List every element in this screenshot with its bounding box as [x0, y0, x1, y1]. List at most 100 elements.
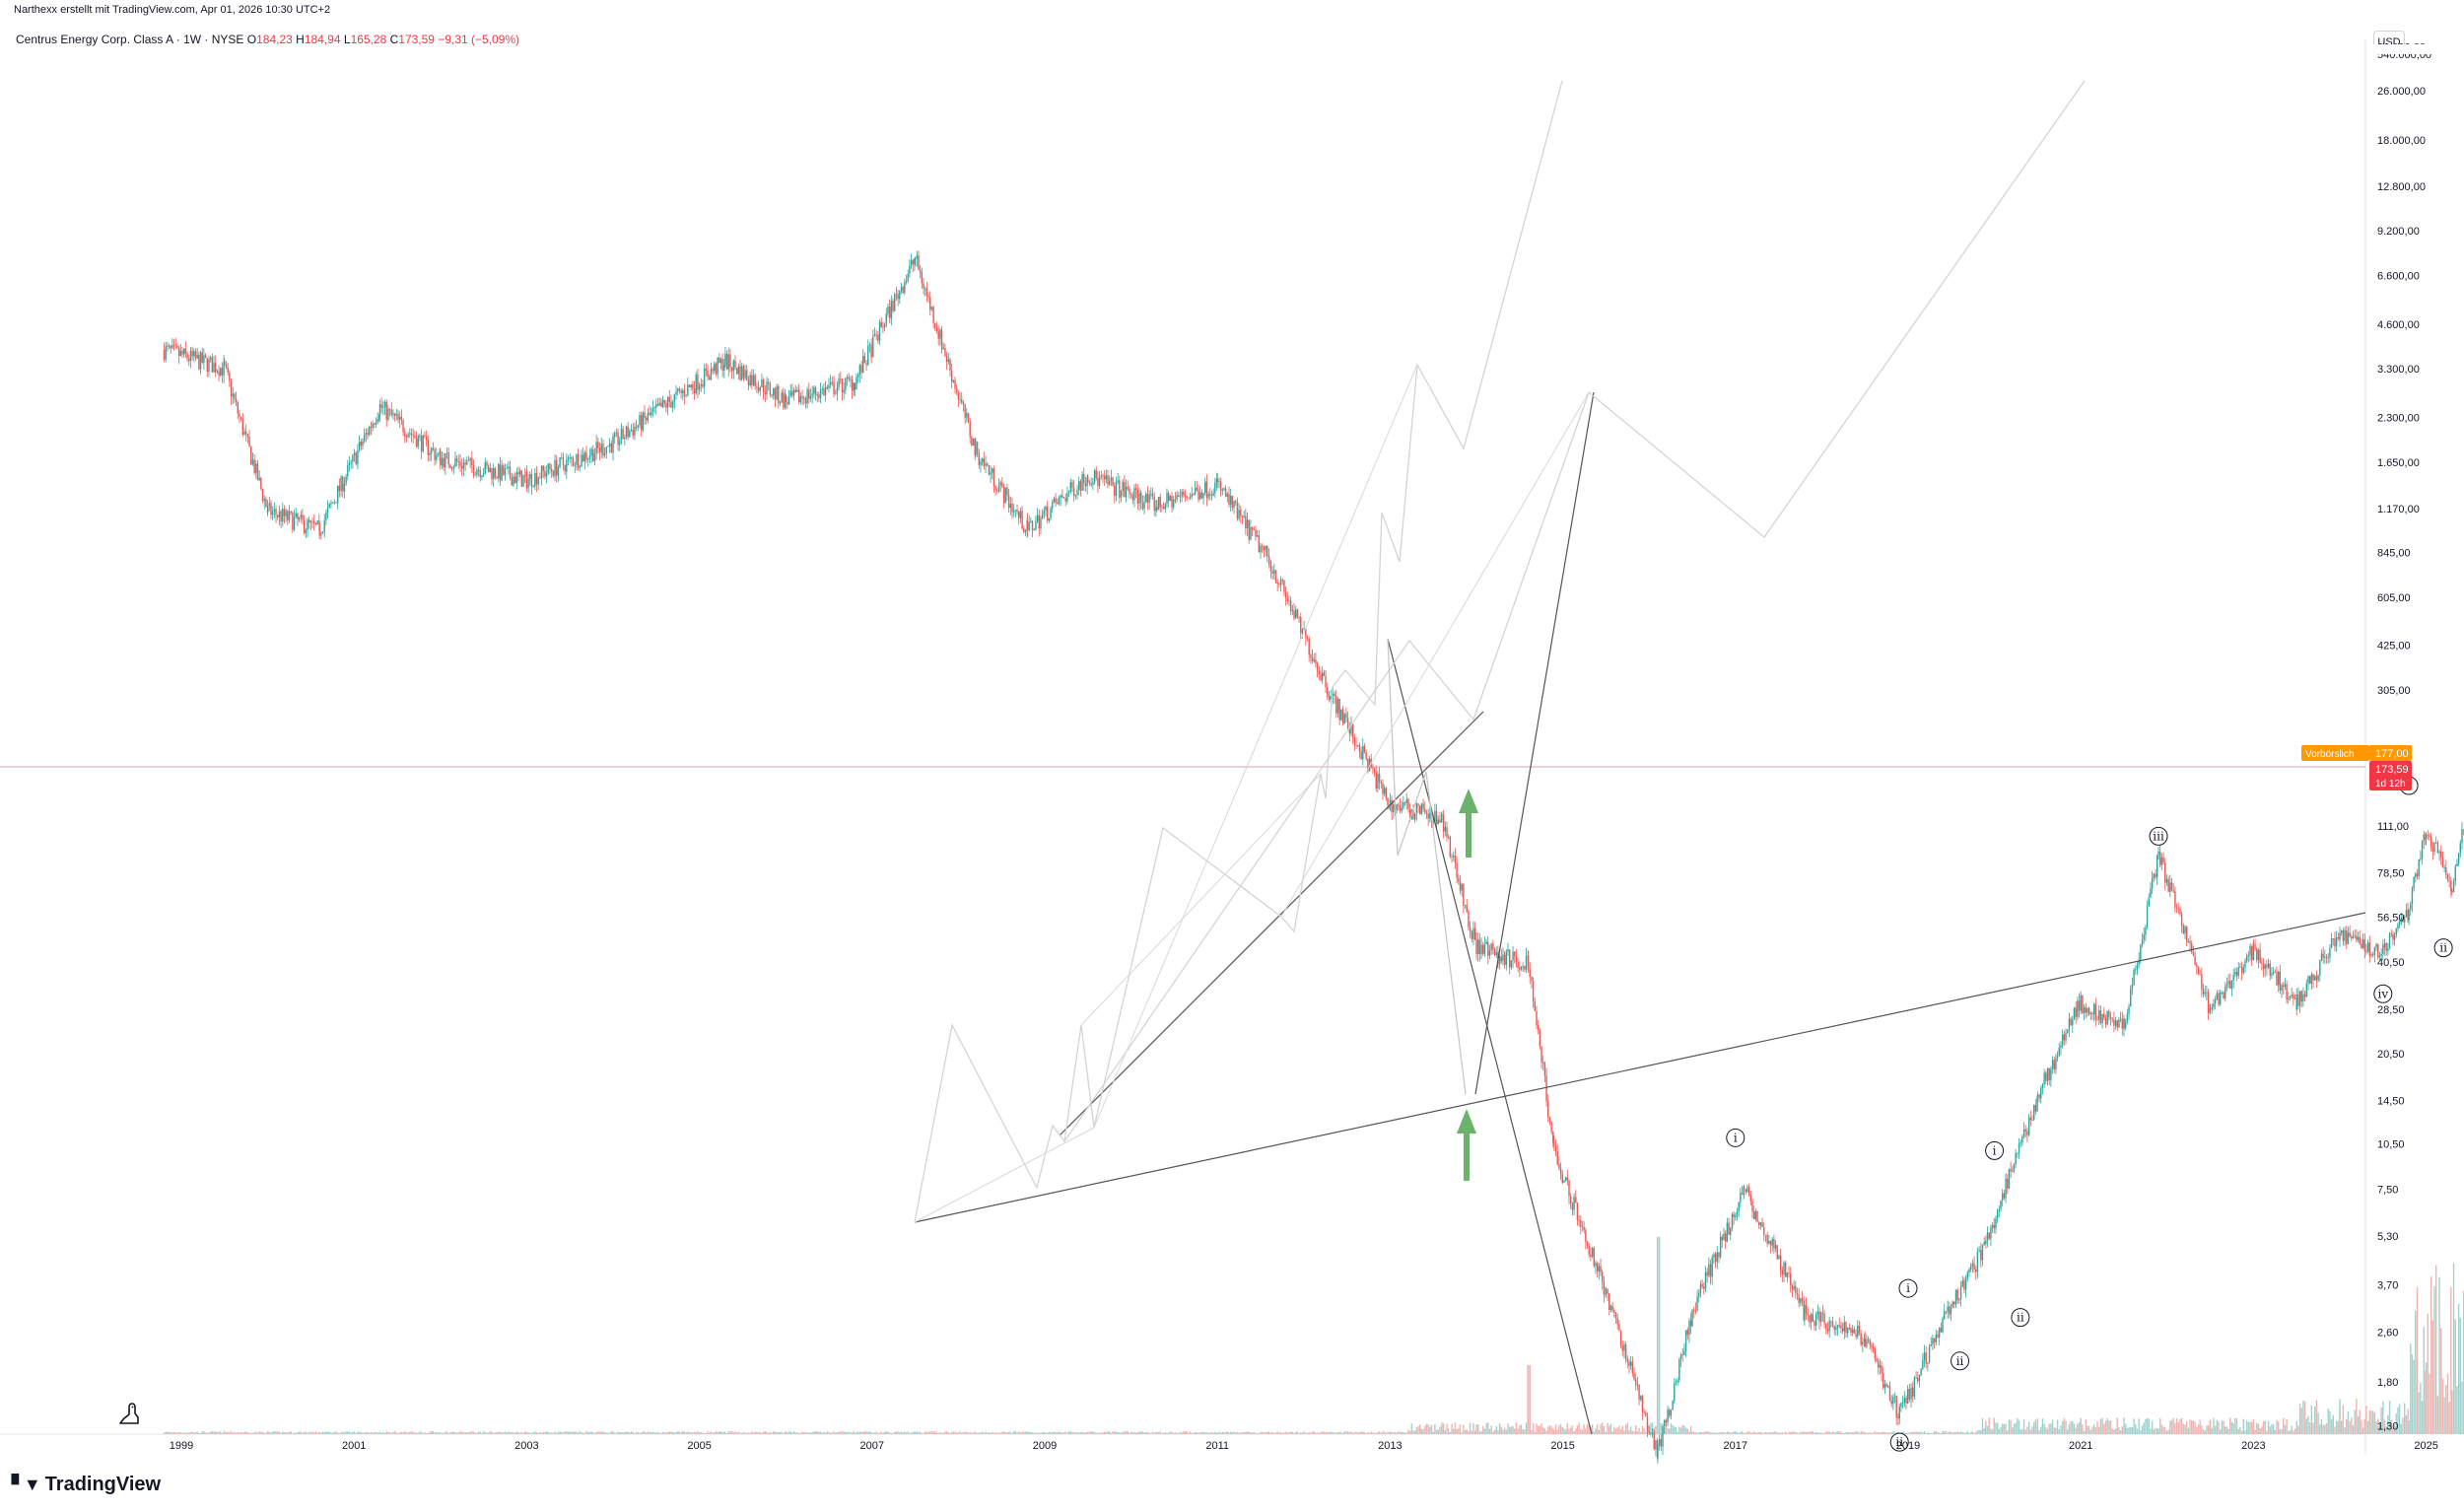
volume-bar	[622, 1432, 624, 1434]
candle-body	[542, 465, 544, 471]
volume-bar	[466, 1432, 468, 1434]
candle-body	[602, 444, 604, 455]
candle-body	[1505, 951, 1508, 965]
volume-bar	[177, 1431, 180, 1434]
volume-bar	[1345, 1431, 1347, 1434]
candle-body	[2111, 1018, 2113, 1020]
candle-body	[1552, 1132, 1554, 1143]
candle-body	[308, 519, 310, 523]
candle-body	[1823, 1313, 1825, 1324]
volume-bar	[789, 1431, 791, 1434]
candle-body	[914, 258, 917, 260]
candle-body	[1897, 1417, 1899, 1419]
candle-body	[1256, 535, 1259, 537]
volume-bar	[1841, 1432, 1844, 1434]
candle-body	[376, 418, 378, 423]
candle-body	[1343, 714, 1345, 723]
y-tick-label: 6.600,00	[2377, 270, 2420, 282]
candle-body	[2013, 1164, 2016, 1172]
candle-body	[1991, 1224, 1994, 1228]
volume-bar	[2001, 1423, 2004, 1434]
volume-bar	[990, 1432, 992, 1434]
volume-bar	[1466, 1429, 1468, 1434]
volume-bar	[803, 1432, 805, 1434]
candle-body	[2312, 974, 2314, 981]
candle-body	[2462, 829, 2464, 831]
candle-body	[863, 355, 866, 364]
candle-body	[2046, 1067, 2049, 1081]
volume-bar	[1714, 1432, 1717, 1434]
volume-bar	[206, 1432, 208, 1434]
candle-body	[1603, 1281, 1606, 1295]
candle-body	[2324, 956, 2326, 958]
volume-bar	[1076, 1431, 1078, 1434]
candle-body	[1978, 1250, 1980, 1253]
candle-body	[2019, 1142, 2021, 1144]
tradingview-logo[interactable]: ▘▼ TradingView	[12, 1474, 161, 1496]
volume-bar	[1408, 1430, 1411, 1434]
candle-body	[569, 456, 571, 458]
candle-body	[556, 459, 558, 476]
volume-bar	[469, 1431, 471, 1434]
candle-body	[2251, 946, 2253, 960]
volume-bar	[1956, 1431, 1958, 1434]
volume-bar	[2454, 1319, 2456, 1434]
volume-bar	[2187, 1427, 2190, 1434]
candle-body	[1951, 1301, 1953, 1308]
volume-bar	[246, 1431, 249, 1434]
candle-body	[1464, 905, 1467, 907]
candle-body	[854, 382, 856, 389]
candle-body	[1375, 772, 1377, 790]
candle-body	[2363, 938, 2365, 951]
volume-bar	[1341, 1432, 1344, 1434]
candle-body	[2237, 967, 2239, 976]
volume-bar	[2264, 1420, 2266, 1434]
candle-body	[902, 287, 904, 294]
candle-body	[816, 394, 818, 396]
candle-body	[2427, 834, 2429, 836]
candle-body	[634, 426, 636, 436]
candle-body	[1083, 474, 1085, 484]
candle-body	[1334, 693, 1335, 697]
candle-body	[1472, 928, 1474, 939]
candle-body	[1913, 1377, 1916, 1397]
volume-bar	[2312, 1422, 2314, 1434]
volume-bar	[700, 1432, 702, 1434]
volume-bar	[967, 1432, 970, 1434]
volume-bar	[1399, 1432, 1402, 1434]
candle-body	[1076, 490, 1078, 495]
symbol-name[interactable]: Centrus Energy Corp. Class A · 1W · NYSE	[16, 33, 244, 46]
candle-body	[801, 396, 803, 398]
candle-body	[975, 442, 977, 455]
candle-body	[1273, 570, 1275, 574]
volume-bar	[1836, 1431, 1839, 1434]
volume-bar	[1743, 1432, 1745, 1434]
candle-body	[620, 428, 623, 442]
candle-body	[882, 326, 884, 328]
candle-body	[1258, 535, 1261, 553]
candle-body	[2302, 994, 2304, 1001]
candle-body	[1779, 1255, 1782, 1271]
candle-body	[221, 367, 224, 376]
volume-bar	[688, 1432, 691, 1434]
candle-body	[330, 503, 332, 505]
candle-body	[757, 387, 760, 391]
volume-bar	[1520, 1424, 1523, 1434]
candle-body	[230, 380, 233, 397]
volume-bar	[1483, 1428, 1486, 1434]
wave-label-text: ii	[2439, 941, 2447, 955]
volume-bar	[929, 1431, 931, 1434]
candle-body	[1741, 1193, 1744, 1195]
candle-body	[2418, 859, 2420, 877]
candle-body	[1798, 1294, 1800, 1304]
volume-bar	[773, 1431, 775, 1434]
candle-body	[624, 437, 626, 440]
volume-bar	[2000, 1426, 2002, 1434]
volume-bar	[1424, 1425, 1426, 1434]
candle-body	[1413, 813, 1416, 820]
volume-bar	[1207, 1432, 1209, 1434]
candle-body	[1095, 470, 1097, 479]
candle-body	[1188, 497, 1190, 499]
volume-bar	[434, 1432, 436, 1434]
